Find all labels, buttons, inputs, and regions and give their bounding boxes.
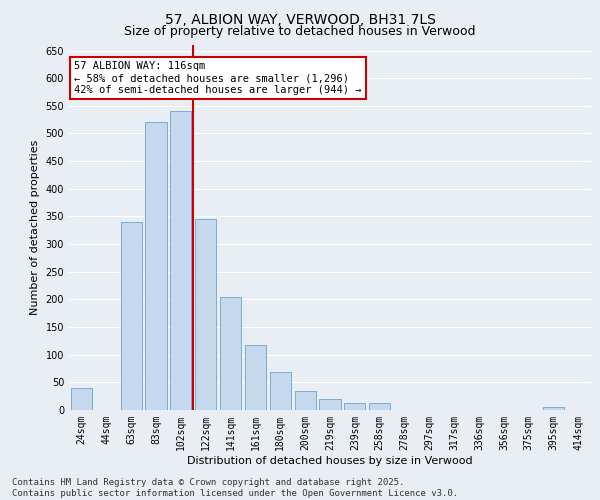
Text: 57 ALBION WAY: 116sqm
← 58% of detached houses are smaller (1,296)
42% of semi-d: 57 ALBION WAY: 116sqm ← 58% of detached … [74,62,362,94]
Y-axis label: Number of detached properties: Number of detached properties [30,140,40,315]
Bar [245,344,266,410]
Text: Contains HM Land Registry data © Crown copyright and database right 2025.
Contai: Contains HM Land Registry data © Crown c… [12,478,458,498]
Bar [543,407,564,410]
Bar [220,296,241,410]
Bar [295,390,316,410]
Bar [145,122,167,410]
Bar [170,112,191,410]
Bar [369,404,390,410]
Bar [270,372,291,410]
Bar [195,219,216,410]
X-axis label: Distribution of detached houses by size in Verwood: Distribution of detached houses by size … [187,456,473,466]
Bar [319,399,341,410]
Bar [344,404,365,410]
Text: 57, ALBION WAY, VERWOOD, BH31 7LS: 57, ALBION WAY, VERWOOD, BH31 7LS [164,12,436,26]
Bar [121,222,142,410]
Bar [71,388,92,410]
Text: Size of property relative to detached houses in Verwood: Size of property relative to detached ho… [124,25,476,38]
